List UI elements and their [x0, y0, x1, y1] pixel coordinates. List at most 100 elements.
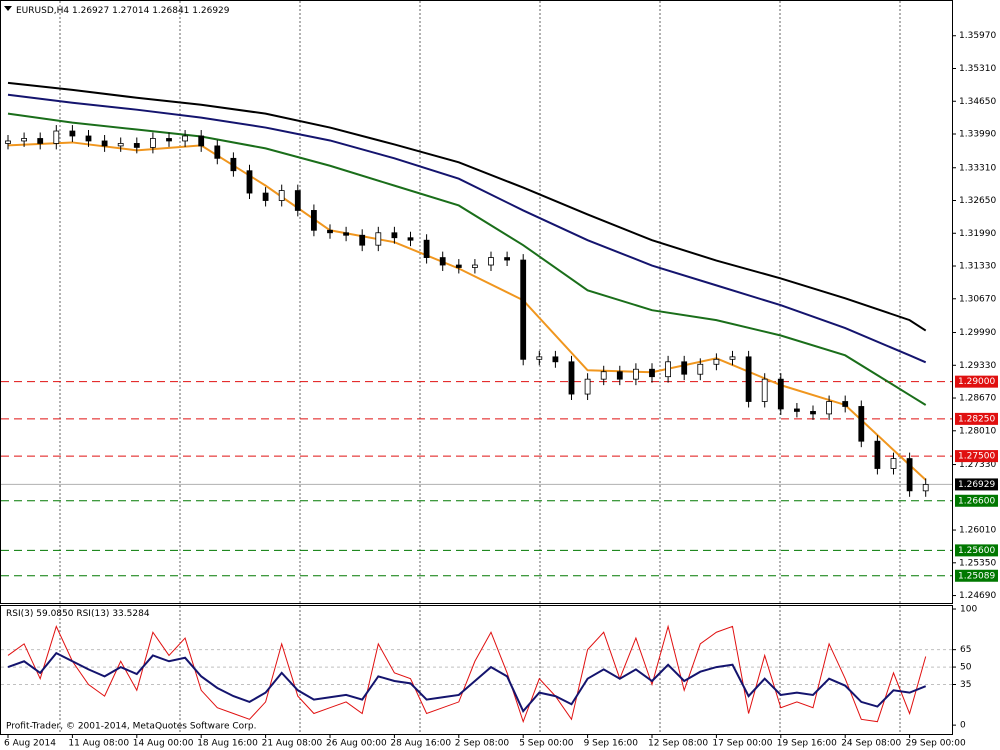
- candle-body: [665, 361, 671, 378]
- x-tick-label: 28 Aug 16:00: [390, 739, 451, 749]
- level-label-box: [955, 494, 998, 507]
- rsi-tick-label: 50: [960, 663, 972, 673]
- candle-body: [5, 140, 11, 144]
- candle-body: [423, 239, 430, 258]
- moving-average: [7, 93, 927, 364]
- x-tick-label: 26 Aug 00:00: [326, 739, 387, 749]
- candle-body: [359, 234, 366, 246]
- x-tick-label: 12 Sep 08:00: [648, 739, 708, 749]
- x-tick-label: 17 Sep 00:00: [712, 739, 772, 749]
- candle-body: [53, 130, 60, 144]
- candle-body: [794, 408, 800, 412]
- rsi-value: 33.5284: [112, 609, 149, 619]
- x-tick-label: 5 Sep 00:00: [519, 739, 574, 749]
- level-label: 1.27500: [958, 452, 995, 462]
- candle-body: [278, 190, 285, 201]
- candle-body: [455, 264, 462, 268]
- y-tick-label: 1.34650: [959, 97, 996, 107]
- x-tick-label: 6 Aug 2014: [4, 739, 56, 749]
- candle-body: [149, 138, 156, 148]
- y-tick-label: 1.32650: [959, 196, 996, 206]
- candle-body: [294, 190, 301, 211]
- candle-body: [777, 378, 784, 410]
- candle-body: [584, 378, 591, 395]
- x-tick-label: 11 Aug 08:00: [68, 739, 129, 749]
- rsi-name: RSI(3): [6, 609, 33, 619]
- quote-low: 1.26841: [152, 6, 189, 16]
- quote-header: EURUSD,H4 1.26927 1.27014 1.26841 1.2692…: [16, 6, 230, 16]
- y-tick-label: 1.31990: [959, 229, 996, 239]
- quote-open: 1.26927: [72, 6, 109, 16]
- y-tick-label: 1.25350: [959, 558, 996, 568]
- candle-body: [520, 259, 527, 360]
- panel-menu-arrow[interactable]: [4, 6, 12, 11]
- level-label-box: [955, 478, 998, 491]
- candle-body: [552, 356, 559, 363]
- y-tick-label: 1.33990: [959, 130, 996, 140]
- level-label-box: [955, 544, 998, 557]
- candle-body: [343, 232, 350, 236]
- level-label: 1.25089: [958, 571, 995, 581]
- level-label: 1.28250: [958, 414, 995, 424]
- rsi-tick-label: 35: [960, 680, 971, 690]
- quote-close: 1.26929: [192, 6, 229, 16]
- candle-body: [69, 130, 76, 137]
- x-tick-label: 21 Aug 08:00: [262, 739, 323, 749]
- candle-body: [262, 192, 269, 201]
- moving-average: [7, 81, 927, 332]
- candle-body: [600, 371, 607, 380]
- candle-body: [616, 371, 623, 380]
- level-label: 1.25600: [958, 546, 995, 556]
- candle-body: [375, 232, 382, 246]
- rsi-header: RSI(3) 59.0850 RSI(13) 33.5284: [6, 609, 150, 619]
- moving-average: [7, 141, 927, 481]
- y-tick-label: 1.31330: [959, 262, 996, 272]
- level-label-box: [955, 569, 998, 582]
- x-tick-label: 2 Sep 08:00: [455, 739, 510, 749]
- rsi-line: [7, 651, 927, 714]
- candle-body: [810, 411, 816, 415]
- candle-body: [568, 361, 575, 395]
- candle-body: [198, 135, 205, 147]
- y-tick-label: 1.29330: [959, 361, 996, 371]
- candle-body: [697, 363, 704, 375]
- candle-body: [536, 356, 543, 360]
- y-tick-label: 1.35310: [959, 64, 996, 74]
- candle-body: [826, 401, 832, 415]
- candle-body: [101, 140, 108, 147]
- candle-body: [439, 257, 446, 266]
- rsi-value: 59.0850: [36, 609, 73, 619]
- candle-body: [874, 440, 881, 469]
- x-tick-label: 19 Sep 16:00: [777, 739, 837, 749]
- candle-body: [214, 145, 221, 159]
- x-tick-label: 14 Aug 00:00: [133, 739, 194, 749]
- symbol: EURUSD,H4: [16, 6, 69, 16]
- watermark: Profit-Trader, © 2001-2014, MetaQuotes S…: [6, 722, 256, 732]
- candle-body: [858, 406, 865, 442]
- candle-body: [230, 157, 237, 172]
- y-tick-label: 1.28670: [959, 394, 996, 404]
- rsi-line: [7, 624, 927, 724]
- quote-high: 1.27014: [112, 6, 149, 16]
- candle-body: [681, 361, 688, 375]
- candle-body: [391, 232, 398, 239]
- candle-body: [471, 264, 478, 268]
- candle-body: [327, 229, 333, 234]
- level-label-box: [955, 412, 998, 425]
- candle-body: [504, 257, 511, 261]
- candle-body: [649, 368, 655, 378]
- rsi-tick-label: 65: [960, 645, 971, 655]
- candle-body: [761, 378, 768, 402]
- candle-body: [488, 257, 494, 266]
- candle-body: [21, 138, 28, 142]
- x-tick-label: 18 Aug 16:00: [197, 739, 258, 749]
- x-tick-label: 24 Sep 08:00: [841, 739, 901, 749]
- main-panel: [0, 0, 953, 604]
- candle-body: [842, 401, 849, 407]
- candle-body: [906, 458, 913, 492]
- rsi-tick-label: 0: [960, 721, 966, 731]
- rsi-tick-label: 100: [960, 605, 977, 615]
- x-tick-label: 29 Sep 00:00: [906, 739, 966, 749]
- y-tick-label: 1.26010: [959, 526, 996, 536]
